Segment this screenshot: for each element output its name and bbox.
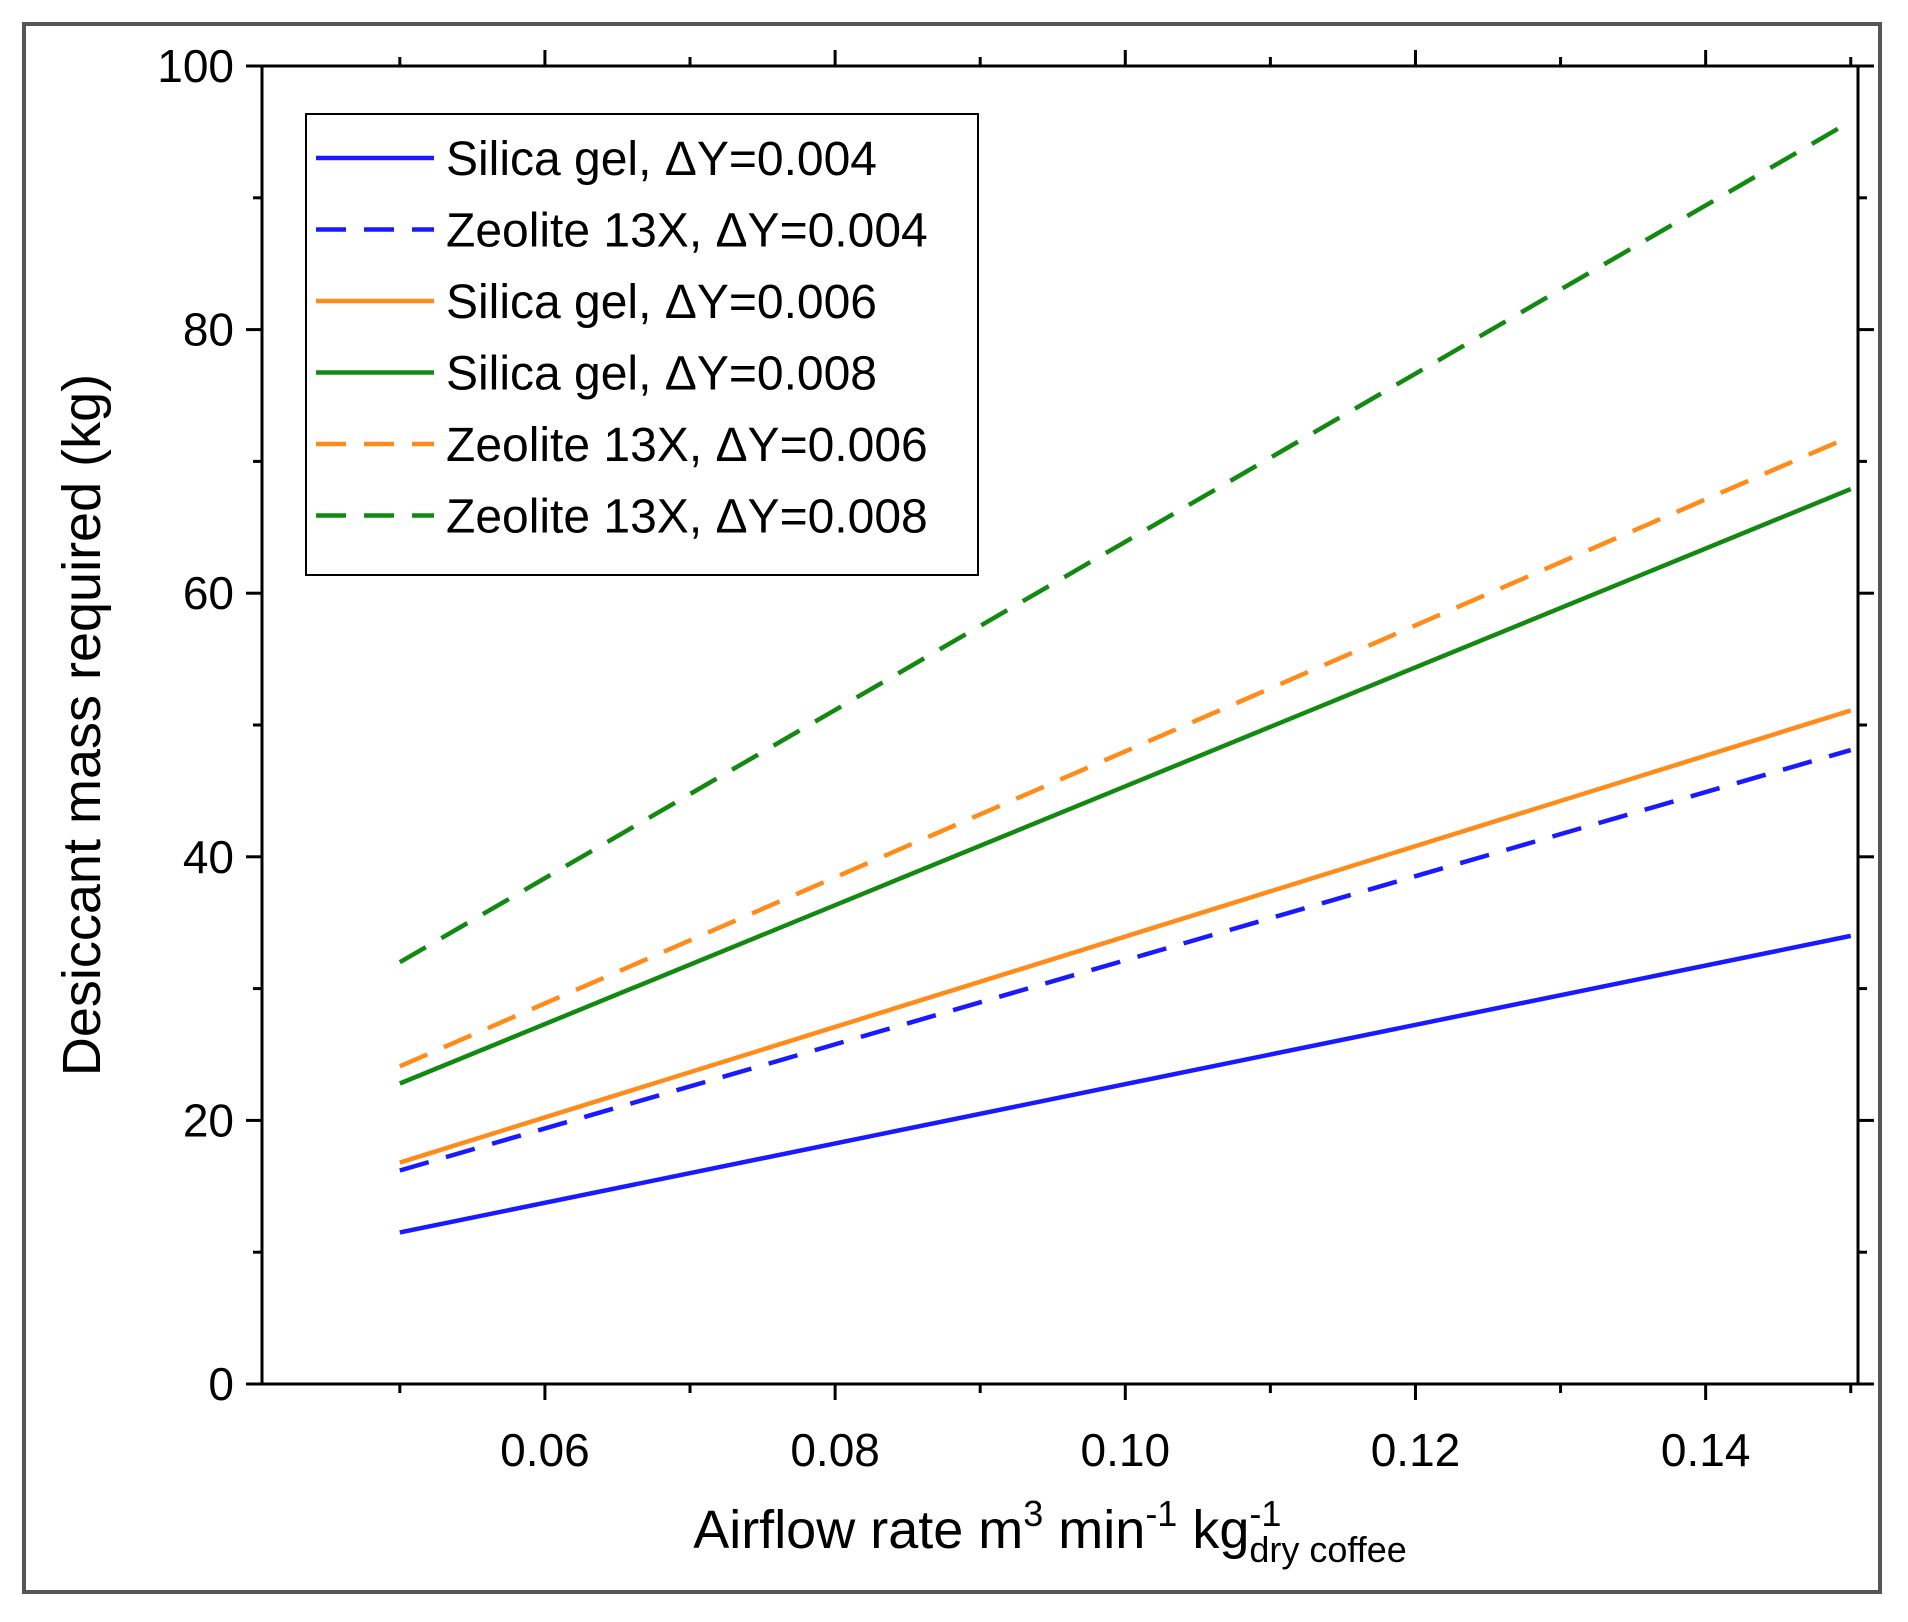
tick-labels: 0 20 40 60 80 100 0.06 0.08 0.10 0.12 0.14 bbox=[157, 40, 1750, 1476]
x-axis-label-sub: dry coffee bbox=[1249, 1529, 1406, 1570]
y-tick-label: 40 bbox=[183, 831, 234, 883]
legend-label-2: Zeolite 13X, ΔY=0.004 bbox=[446, 205, 928, 258]
legend-label-5: Zeolite 13X, ΔY=0.006 bbox=[446, 419, 928, 472]
series-line-4 bbox=[398, 486, 1852, 1086]
legend-label-6: Zeolite 13X, ΔY=0.008 bbox=[446, 491, 928, 544]
series-line-5 bbox=[398, 434, 1852, 1069]
x-axis-label-sup1: 3 bbox=[1023, 1493, 1043, 1534]
x-tick-label: 0.10 bbox=[1081, 1424, 1171, 1476]
y-tick-label: 80 bbox=[183, 304, 234, 356]
y-tick-label: 0 bbox=[208, 1358, 234, 1410]
legend-label-4: Silica gel, ΔY=0.008 bbox=[446, 348, 877, 401]
y-tick-label: 100 bbox=[157, 40, 234, 92]
series-line-6 bbox=[398, 119, 1852, 965]
plot-area bbox=[260, 64, 1860, 1386]
x-axis-label-mid1: min bbox=[1043, 1500, 1145, 1560]
x-tick-label: 0.14 bbox=[1661, 1424, 1751, 1476]
x-axis-label-sup2: -1 bbox=[1145, 1493, 1177, 1534]
x-tick-label: 0.06 bbox=[500, 1424, 590, 1476]
legend-box bbox=[305, 113, 979, 576]
y-tick-label: 60 bbox=[183, 567, 234, 619]
x-axis-label: Airflow rate m3 min-1 kg-1 dry coffee bbox=[693, 1493, 1407, 1570]
x-axis-label-main: Airflow rate m bbox=[693, 1500, 1023, 1560]
y-axis-label: Desiccant mass required (kg) bbox=[52, 374, 112, 1076]
line-chart: 0 20 40 60 80 100 0.06 0.08 0.10 0.12 0.14 Desicca… bbox=[52, 40, 1874, 1570]
x-axis-label-mid2: kg bbox=[1177, 1500, 1249, 1560]
major-ticks bbox=[246, 50, 1874, 1400]
series-line-2 bbox=[399, 747, 1852, 1173]
x-axis-label-sup3: -1 bbox=[1249, 1493, 1281, 1534]
series-layer bbox=[398, 119, 1852, 1235]
x-tick-label: 0.12 bbox=[1371, 1424, 1461, 1476]
series-line-1 bbox=[399, 933, 1852, 1235]
x-tick-label: 0.08 bbox=[790, 1424, 880, 1476]
series-line-3 bbox=[399, 708, 1852, 1165]
y-tick-label: 20 bbox=[183, 1094, 234, 1146]
legend-label-3: Silica gel, ΔY=0.006 bbox=[446, 276, 877, 329]
legend: Silica gel, ΔY=0.004 Zeolite 13X, ΔY=0.00… bbox=[305, 113, 979, 576]
legend-label-1: Silica gel, ΔY=0.004 bbox=[446, 133, 877, 186]
chart-frame: 0 20 40 60 80 100 0.06 0.08 0.10 0.12 0.14 Desicca… bbox=[22, 22, 1882, 1594]
